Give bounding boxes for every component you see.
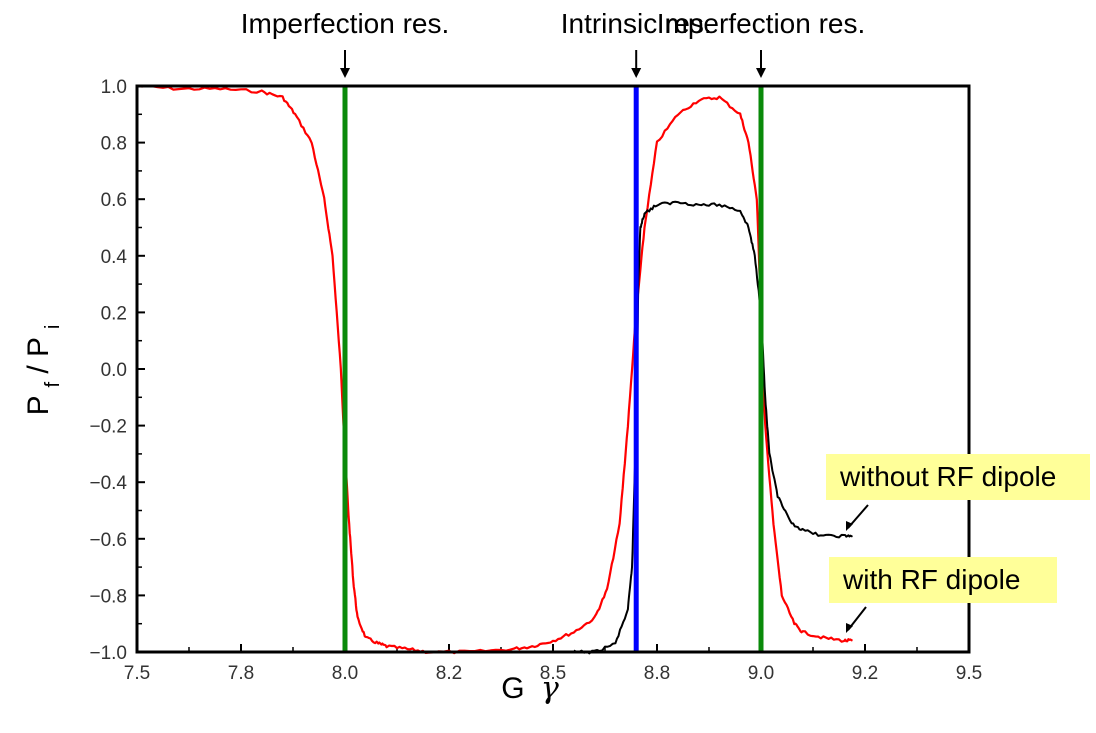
y-tick-label: −0.6	[89, 530, 127, 551]
resonance-label: Imperfection res.	[241, 8, 450, 39]
y-tick-label: −0.4	[89, 473, 127, 494]
legend-with-rf-box	[829, 557, 1057, 603]
x-tick-label: 9.2	[852, 663, 878, 684]
ticks-layer: 7.5 7.8 8.0 8.2 8.5 8.8 9.0 9.2 9.5 1.0 0.8 0.6 0.4 0…	[89, 77, 982, 684]
y-tick-label: 0.4	[101, 247, 128, 268]
y-axis-title-main: P	[22, 396, 55, 415]
y-tick-label: −1.0	[89, 643, 127, 664]
resonance-arrowhead	[340, 68, 350, 78]
x-axis-title-symbol: γ	[541, 671, 559, 706]
y-tick-label: 0.2	[101, 303, 127, 324]
legend-without-rf: without RF dipole	[826, 454, 1090, 531]
legend-with-rf: with RF dipole	[829, 557, 1057, 633]
y-tick-label: 0.8	[101, 134, 127, 155]
x-tick-label: 8.2	[436, 663, 462, 684]
y-tick-label: −0.8	[89, 586, 127, 607]
y-tick-label: 0.6	[101, 190, 127, 211]
y-axis-title: P f / P i	[22, 325, 64, 416]
y-axis-title-sub-i: i	[42, 325, 64, 329]
plot-frame	[135, 84, 971, 654]
x-tick-label: 8.5	[540, 663, 566, 684]
x-tick-label: 7.5	[124, 663, 150, 684]
x-axis-title-main: G	[501, 672, 524, 705]
y-tick-label: 0.0	[101, 360, 127, 381]
resonance-lines-layer	[342, 86, 764, 652]
resonance-arrowhead	[756, 68, 766, 78]
x-tick-label: 9.5	[956, 663, 982, 684]
series-line-without-rf-dipole	[573, 200, 853, 655]
resonance-arrowhead	[631, 68, 642, 78]
y-tick-label: 1.0	[101, 77, 127, 98]
x-tick-label: 9.0	[748, 663, 774, 684]
annotation-layer: Imperfection res. Intrinsic res.Imperfect…	[241, 8, 866, 78]
y-axis-title-sub-f: f	[42, 382, 64, 388]
resonance-label: Intrinsic res.	[561, 8, 712, 39]
x-tick-label: 8.0	[332, 663, 358, 684]
resonance-label: Imperfection res.	[657, 8, 866, 39]
legend-with-rf-label: with RF dipole	[842, 564, 1020, 595]
x-tick-label: 7.8	[228, 663, 254, 684]
x-tick-label: 8.8	[644, 663, 670, 684]
legend-with-rf-arrowhead	[846, 623, 853, 633]
y-tick-label: −0.2	[89, 417, 127, 438]
legend-without-rf-arrowhead	[846, 521, 853, 531]
y-axis-title-sep: / P	[22, 337, 55, 373]
legend-without-rf-label: without RF dipole	[839, 461, 1056, 492]
legend-without-rf-box	[826, 454, 1090, 500]
x-axis-title: G γ	[501, 671, 559, 706]
